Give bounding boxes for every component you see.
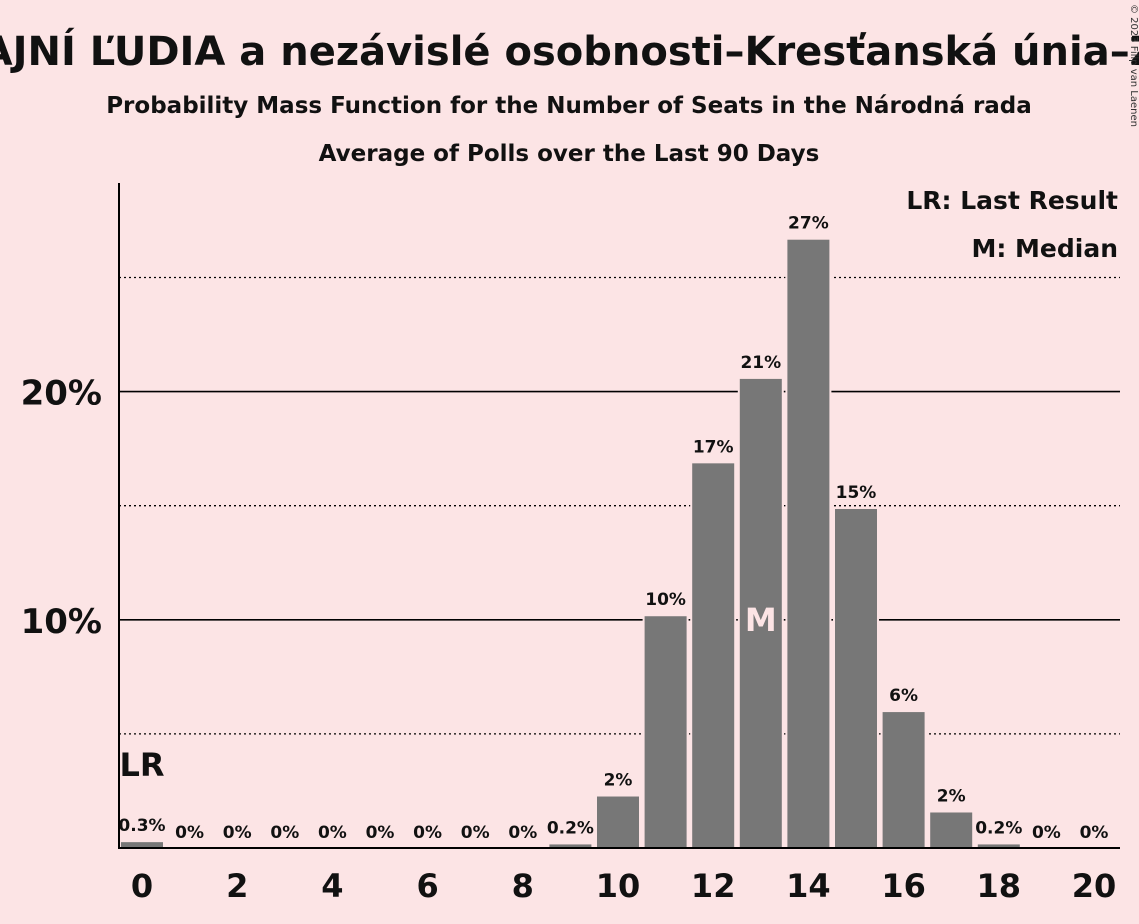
x-tick-label: 0	[131, 867, 153, 905]
bar-seat-15	[833, 506, 879, 849]
x-tick-label: 4	[321, 867, 343, 905]
bar-seat-16	[880, 710, 927, 850]
bar-labels: 0.3% 0% 0% 0% 0% 0% 0% 0% 0% 0.2% 2% 10% 17% 21% 27% 15…	[118, 214, 1108, 843]
bar-seat-11	[642, 614, 689, 850]
bar-label-seat-8: 0%	[508, 823, 537, 843]
bar-label-seat-19: 0%	[1032, 823, 1061, 843]
bar-label-seat-2: 0%	[223, 823, 252, 843]
chart-title: ČAJNÍ ĽUDIA a nezávislé osobnosti–Kresťa…	[0, 27, 1139, 75]
bars	[119, 237, 1022, 850]
x-tick-label: 20	[1072, 867, 1117, 905]
y-tick-label: 20%	[21, 374, 102, 414]
x-tick-label: 6	[416, 867, 438, 905]
bar-label-seat-9: 0.2%	[547, 818, 594, 838]
x-tick-label: 16	[881, 867, 926, 905]
x-tick-labels: 0 2 4 6 8 10 12 14 16 18 20	[131, 867, 1116, 905]
legend-last-result: LR: Last Result	[906, 186, 1118, 215]
y-tick-labels: 10% 20%	[21, 374, 102, 642]
bar-seat-0	[119, 840, 165, 849]
bar-label-seat-6: 0%	[413, 823, 442, 843]
median-marker: M	[745, 601, 777, 639]
bar-label-seat-12: 17%	[693, 437, 734, 457]
bar-label-seat-4: 0%	[318, 823, 347, 843]
bar-seat-10	[595, 794, 641, 849]
bar-label-seat-11: 10%	[645, 590, 686, 610]
legend-median: M: Median	[971, 234, 1118, 263]
x-tick-label: 12	[691, 867, 736, 905]
bar-seat-14	[785, 237, 832, 849]
bar-label-seat-14: 27%	[788, 214, 829, 234]
bar-label-seat-1: 0%	[175, 823, 204, 843]
bar-label-seat-15: 15%	[836, 483, 877, 503]
bar-label-seat-7: 0%	[461, 823, 490, 843]
y-tick-label: 10%	[21, 602, 102, 642]
last-result-marker: LR	[119, 746, 164, 784]
bar-label-seat-17: 2%	[937, 786, 966, 806]
gridlines	[119, 276, 1120, 735]
bar-label-seat-20: 0%	[1080, 823, 1109, 843]
chart-subtitle-1: Probability Mass Function for the Number…	[106, 93, 1032, 119]
bar-seat-12	[690, 461, 737, 849]
chart-subtitle-2: Average of Polls over the Last 90 Days	[319, 141, 820, 167]
x-tick-label: 8	[512, 867, 534, 905]
x-tick-label: 10	[596, 867, 641, 905]
bar-label-seat-10: 2%	[604, 771, 633, 791]
bar-label-seat-3: 0%	[270, 823, 299, 843]
bar-label-seat-18: 0.2%	[975, 818, 1022, 838]
bar-seat-17	[928, 810, 975, 849]
bar-label-seat-5: 0%	[366, 823, 395, 843]
x-tick-label: 14	[786, 867, 831, 905]
bar-label-seat-13: 21%	[740, 353, 781, 373]
x-tick-label: 18	[977, 867, 1022, 905]
x-tick-label: 2	[226, 867, 248, 905]
bar-label-seat-16: 6%	[889, 686, 918, 706]
bar-label-seat-0: 0.3%	[118, 816, 165, 836]
copyright-note: © 2023 Filip van Laenen	[1128, 4, 1139, 127]
